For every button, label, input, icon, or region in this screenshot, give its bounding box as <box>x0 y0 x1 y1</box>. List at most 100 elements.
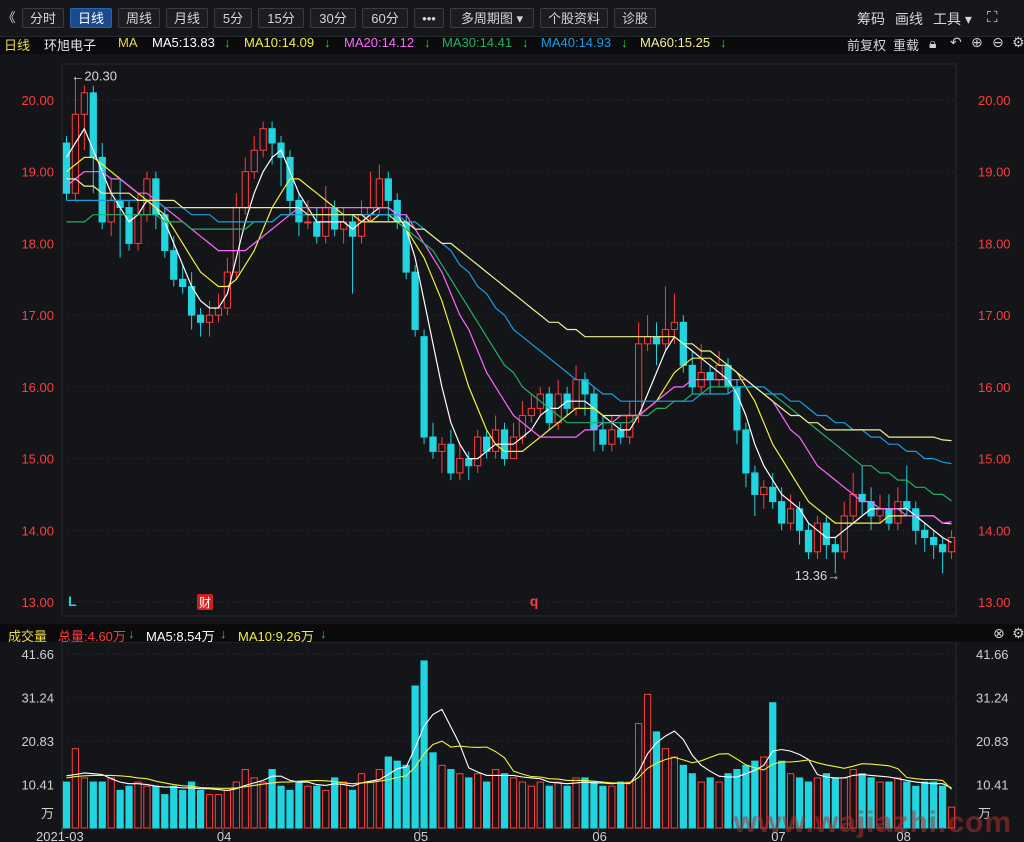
candlestick-chart[interactable]: 20.00 20.00 19.00 19.00 18.00 18.00 17.00 17.00… <box>0 54 1024 624</box>
volume-bar <box>357 773 366 829</box>
candle-body <box>518 415 527 438</box>
tools-dropdown[interactable]: 工具 ▾ <box>933 11 972 27</box>
volume-tick-right: 41.66 <box>976 647 1009 662</box>
candle-body <box>170 250 178 280</box>
stock-name: 环旭电子 <box>44 38 97 53</box>
volume-bar <box>438 764 446 829</box>
chart-background <box>0 54 1024 624</box>
volume-bar <box>196 789 205 829</box>
volume-bar <box>241 769 249 829</box>
volume-bar <box>706 777 714 829</box>
candle-body <box>223 271 232 309</box>
y-tick-label-right: 19.00 <box>978 165 1011 180</box>
ma5-down-icon: ↓ <box>224 35 231 50</box>
volume-title: 成交量 <box>8 629 48 644</box>
candle-body <box>491 429 500 452</box>
volume-bar <box>947 806 956 829</box>
candle-body <box>420 336 428 438</box>
tab-fenshi[interactable]: 分时 <box>22 8 64 28</box>
volume-info-line: 成交量 总量:4.60万 ↓ MA5:8.54万 ↓ MA10:9.26万 ↓ … <box>0 624 1024 644</box>
tab-yuexian[interactable]: 月线 <box>166 8 208 28</box>
candle-body <box>259 128 267 151</box>
candle-body <box>786 508 795 524</box>
candle-body <box>930 536 938 546</box>
y-tick-label-right: 14.00 <box>978 523 1011 538</box>
candle-body <box>179 278 187 287</box>
volume-bar <box>626 781 634 829</box>
tab-zhouxian[interactable]: 周线 <box>118 8 160 28</box>
volume-bar <box>411 685 419 829</box>
volume-bar <box>921 781 929 829</box>
volume-bar <box>903 781 911 829</box>
ma20-down-icon: ↓ <box>424 35 431 50</box>
undo-icon[interactable]: ↶ <box>950 34 962 50</box>
tab-30min[interactable]: 30分 <box>310 8 356 28</box>
volume-bar <box>554 781 562 829</box>
draw-button[interactable]: 画线 <box>895 11 923 27</box>
candle-body <box>331 207 339 230</box>
candle-body <box>778 501 786 524</box>
candle-body <box>760 486 768 495</box>
volume-bar <box>331 777 339 829</box>
volume-tick-left: 20.83 <box>21 734 54 749</box>
candle-body <box>599 429 607 445</box>
y-tick-label-left: 19.00 <box>21 165 54 180</box>
candle-body <box>706 372 714 381</box>
chips-button[interactable]: 筹码 <box>857 11 885 27</box>
volume-bar <box>849 769 857 829</box>
candle-body <box>688 364 696 388</box>
volume-bar <box>214 794 223 829</box>
tab-15min[interactable]: 15分 <box>258 8 304 28</box>
volume-bar <box>822 773 830 829</box>
ma20-line <box>66 171 952 524</box>
candle-body <box>849 493 857 517</box>
lock-icon[interactable]: 🔒︎ <box>929 35 937 51</box>
candle-body <box>608 429 616 445</box>
candle-body <box>375 178 383 209</box>
candle-body <box>474 436 482 467</box>
volume-bar <box>688 773 696 829</box>
zoom-in-icon[interactable]: ⊕ <box>971 34 983 50</box>
zoom-out-icon[interactable]: ⊖ <box>992 34 1004 50</box>
fullscreen-icon[interactable]: ⛶ <box>987 9 998 26</box>
volume-settings-icon[interactable]: ⚙ <box>1012 625 1024 641</box>
volume-bar <box>912 785 920 829</box>
volume-tick-right: 20.83 <box>976 734 1009 749</box>
candle-body <box>804 529 813 553</box>
cai-marker: 财 <box>199 596 211 610</box>
volume-chart[interactable]: 41.66 41.66 31.24 31.24 20.83 20.83 10.41 10.41… <box>0 642 1024 842</box>
diagnose-button[interactable]: 诊股 <box>614 8 656 28</box>
volume-bar <box>518 781 527 829</box>
volume-tick-right: 31.24 <box>976 691 1009 706</box>
candle-body <box>643 336 652 345</box>
candle-body <box>205 314 214 323</box>
settings-icon[interactable]: ⚙ <box>1012 34 1024 50</box>
y-tick-label-left: 14.00 <box>21 523 54 538</box>
multi-period-dropdown[interactable]: 多周期图 ▾ <box>450 8 534 28</box>
volume-bar <box>867 777 875 829</box>
volume-bar <box>366 781 375 829</box>
high-annotation: ←20.30 <box>71 68 117 83</box>
close-icon[interactable]: ⊗ <box>993 625 1005 641</box>
candle-body <box>429 436 437 452</box>
stock-info-button[interactable]: 个股资料 <box>540 8 608 28</box>
tab-rixian[interactable]: 日线 <box>70 8 112 28</box>
volume-bar <box>188 781 196 829</box>
volume-bar <box>375 769 383 829</box>
more-button[interactable]: ••• <box>414 8 444 28</box>
volume-bar <box>62 781 71 829</box>
collapse-button[interactable]: 《 <box>2 10 16 25</box>
ma60-value: MA60:15.25 <box>640 35 711 50</box>
tab-60min[interactable]: 60分 <box>362 8 408 28</box>
candle-body <box>134 214 142 244</box>
adjust-button[interactable]: 前复权 <box>847 38 887 53</box>
volume-bar <box>80 777 88 829</box>
volume-bar <box>420 660 428 829</box>
volume-bar <box>71 748 80 829</box>
tab-5min[interactable]: 5分 <box>214 8 252 28</box>
volume-bar <box>456 773 464 829</box>
ma-label[interactable]: MA <box>118 35 138 50</box>
reweight-button[interactable]: 重载 <box>893 38 920 53</box>
ma30-down-icon: ↓ <box>522 35 529 50</box>
volume-bar <box>143 785 151 829</box>
